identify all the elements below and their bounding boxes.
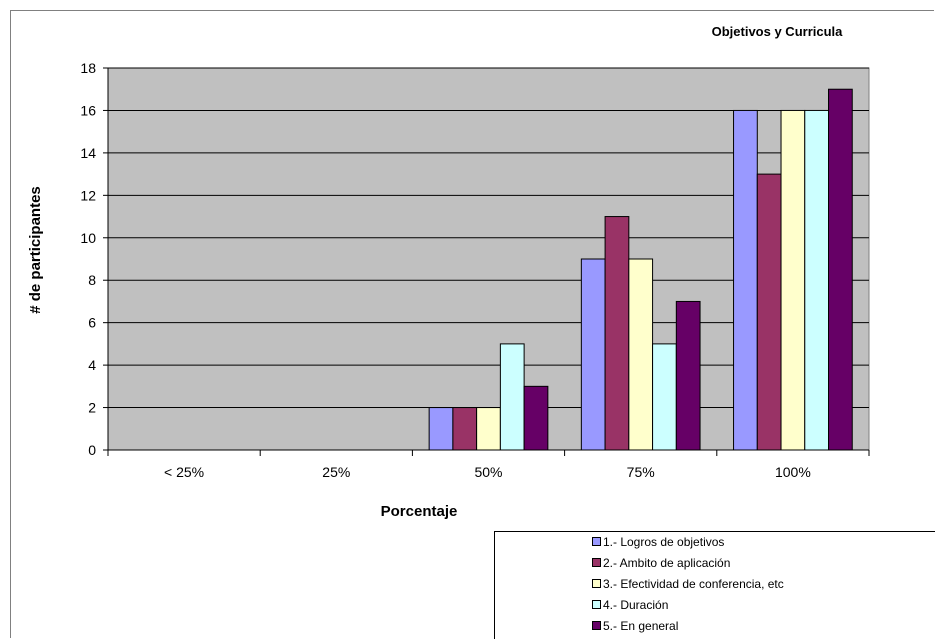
legend-label: 1.- Logros de objetivos (603, 535, 725, 549)
bar-series-1-100 (733, 109, 758, 451)
x-tick-label: 50% (474, 464, 502, 480)
bar-series-5-75 (675, 300, 701, 451)
chart-title: Objetivos y Curricula (712, 24, 844, 39)
bar-series-3-50 (476, 407, 501, 451)
legend-item: 3.- Efectividad de conferencia, etc (592, 576, 784, 592)
legend-label: 4.- Duración (603, 598, 669, 612)
y-tick-label: 6 (88, 315, 96, 331)
bar-series-4-75 (652, 343, 677, 451)
x-axis-label: Porcentaje (381, 503, 458, 520)
x-tick-label: 25% (322, 464, 350, 480)
bar-series-1-50 (428, 407, 454, 451)
y-tick-label: 8 (88, 272, 96, 288)
legend-item: 4.- Duración (592, 597, 668, 613)
legend-label: 5.- En general (603, 619, 679, 633)
chart-frame (10, 10, 934, 638)
y-tick-label: 14 (80, 145, 96, 161)
y-tick-label: 12 (80, 187, 96, 203)
legend-item: 1.- Logros de objetivos (592, 534, 724, 550)
legend-swatch (592, 537, 601, 547)
y-tick-label: 10 (80, 230, 96, 246)
bar-series-5-50 (523, 385, 549, 451)
x-axis: < 25% 25% 50% 75% 100% (107, 449, 870, 480)
bar-series-2-50 (452, 407, 478, 451)
bar-series-4-100 (804, 109, 830, 451)
bar-series-3-100 (780, 109, 806, 451)
y-axis-label: # de participantes (27, 186, 44, 314)
x-tick-label: 75% (627, 464, 655, 480)
bar-series-1-75 (580, 258, 606, 451)
legend-swatch (592, 621, 601, 631)
legend: 1.- Logros de objetivos 2.- Ambito de apl… (494, 531, 935, 639)
x-tick-label: 100% (775, 464, 811, 480)
bar-series-2-75 (604, 216, 630, 451)
y-tick-label: 2 (88, 400, 96, 416)
bar-series-4-50 (499, 343, 525, 451)
x-tick-label: < 25% (164, 464, 204, 480)
legend-label: 3.- Efectividad de conferencia, etc (603, 577, 784, 591)
bar-series-5-100 (828, 88, 853, 451)
legend-item: 2.- Ambito de aplicación (592, 555, 730, 571)
bar-series-3-75 (628, 258, 654, 451)
bars-group (428, 88, 853, 451)
legend-item: 5.- En general (592, 618, 678, 634)
legend-swatch (592, 600, 601, 610)
legend-swatch (592, 558, 601, 568)
y-tick-label: 0 (88, 442, 96, 458)
bar-series-2-100 (756, 173, 782, 451)
y-tick-label: 18 (80, 60, 96, 76)
legend-label: 2.- Ambito de aplicación (603, 556, 731, 570)
y-tick-label: 4 (88, 357, 96, 373)
legend-swatch (592, 579, 601, 589)
y-axis: 0 2 4 6 8 10 12 14 16 18 (80, 60, 109, 458)
y-tick-label: 16 (80, 102, 96, 118)
